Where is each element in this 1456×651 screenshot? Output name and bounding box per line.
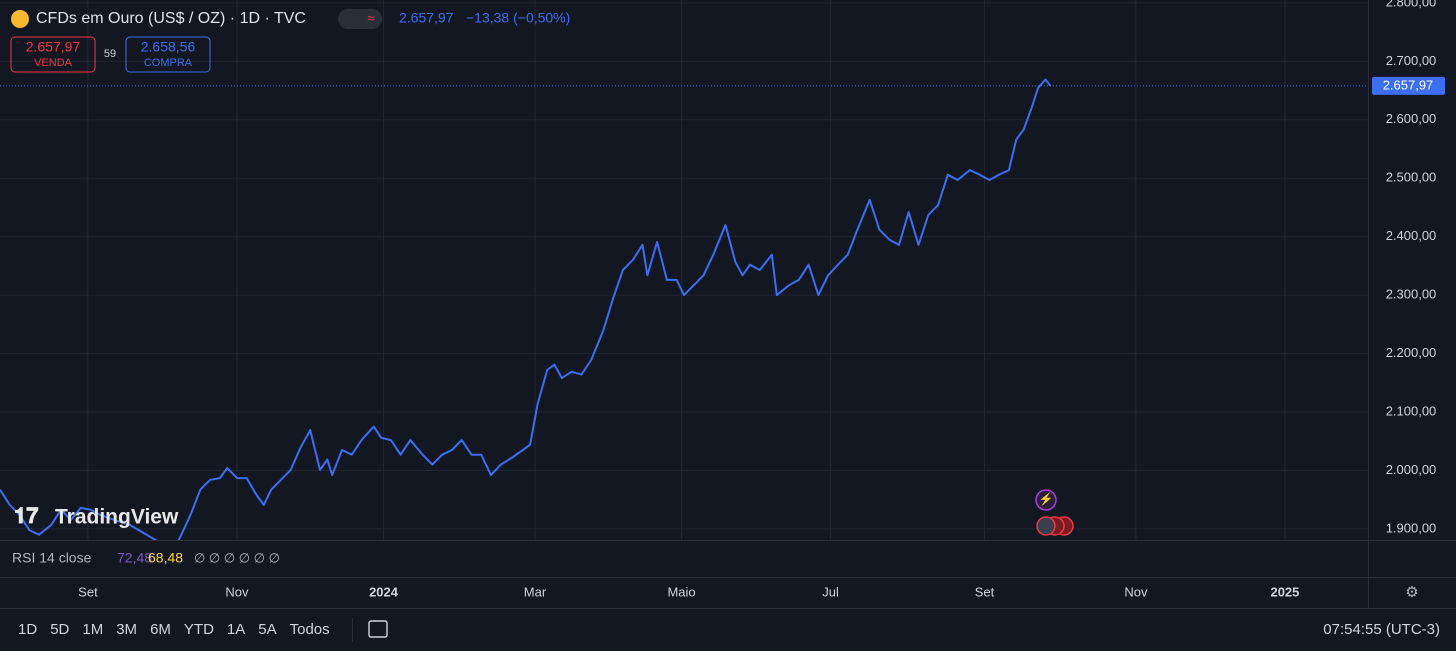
price-line	[0, 78, 1052, 540]
x-tick-label: Set	[975, 584, 995, 599]
indicator-value: 68,48	[148, 550, 183, 566]
range-button[interactable]: 3M	[116, 621, 137, 638]
status-badge[interactable]	[338, 9, 382, 29]
range-button[interactable]: 5A	[258, 621, 276, 638]
grid	[0, 0, 1368, 540]
buy-price: 2.658,56	[141, 39, 196, 55]
spread: 59	[104, 48, 116, 60]
y-tick-label: 2.700,00	[1386, 53, 1437, 68]
range-button[interactable]: 5D	[50, 621, 69, 638]
y-tick-label: 2.200,00	[1386, 345, 1437, 360]
indicator-empty: ∅ ∅ ∅ ∅ ∅ ∅	[194, 550, 280, 565]
clock[interactable]: 07:54:55 (UTC-3)	[1323, 621, 1440, 638]
status-glyph: ≈	[367, 10, 374, 25]
event-icon[interactable]	[1036, 516, 1056, 536]
y-tick-label: 2.400,00	[1386, 228, 1437, 243]
buy-label: COMPRA	[144, 57, 193, 69]
range-button[interactable]: YTD	[184, 621, 214, 638]
date-range-icon[interactable]	[368, 620, 388, 638]
sell-label: VENDA	[34, 57, 73, 69]
range-button[interactable]: 6M	[150, 621, 171, 638]
watermark-mark: 𝟏𝟕	[14, 503, 39, 528]
y-tick-label: 2.300,00	[1386, 287, 1437, 302]
header-change: −13,38 (−0,50%)	[466, 10, 570, 26]
range-button[interactable]: Todos	[290, 621, 330, 638]
y-tick-label: 1.900,00	[1386, 520, 1437, 535]
range-button[interactable]: 1D	[18, 621, 37, 638]
y-tick-label: 2.100,00	[1386, 403, 1437, 418]
last-price-box	[1372, 76, 1445, 95]
settings-icon[interactable]: ⚙	[1405, 584, 1418, 601]
header-price: 2.657,97	[399, 10, 454, 26]
symbol-title[interactable]: CFDs em Ouro (US$ / OZ) · 1D · TVC	[36, 10, 306, 27]
x-tick-label: Nov	[1124, 584, 1148, 599]
event-icon[interactable]	[1035, 489, 1057, 511]
y-tick-label: 2.500,00	[1386, 170, 1437, 185]
sell-price: 2.657,97	[26, 39, 81, 55]
range-button[interactable]: 1A	[227, 621, 245, 638]
x-tick-label: 2025	[1270, 584, 1299, 599]
event-icon-glyph: ⚡	[1039, 492, 1054, 506]
y-tick-label: 2.600,00	[1386, 111, 1437, 126]
watermark: TradingView	[55, 506, 179, 529]
x-tick-label: Set	[78, 584, 98, 599]
y-tick-label: 2.800,00	[1386, 0, 1437, 9]
indicator-name[interactable]: RSI 14 close	[12, 550, 92, 566]
x-tick-label: Nov	[225, 584, 249, 599]
range-button[interactable]: 1M	[82, 621, 103, 638]
symbol-icon	[11, 10, 29, 28]
plot	[0, 78, 1368, 540]
last-price-label: 2.657,97	[1383, 77, 1434, 92]
sell-button[interactable]	[10, 36, 96, 73]
x-tick-label: Jul	[822, 584, 839, 599]
indicator-value: 72,48	[117, 550, 152, 566]
range-buttons: 1D 5D 1M 3M 6M YTD 1A 5A Todos	[18, 621, 330, 638]
y-tick-label: 2.000,00	[1386, 462, 1437, 477]
buy-button[interactable]	[125, 36, 211, 73]
x-tick-label: Mar	[524, 584, 547, 599]
x-tick-label: Maio	[667, 584, 695, 599]
x-tick-label: 2024	[369, 584, 399, 599]
